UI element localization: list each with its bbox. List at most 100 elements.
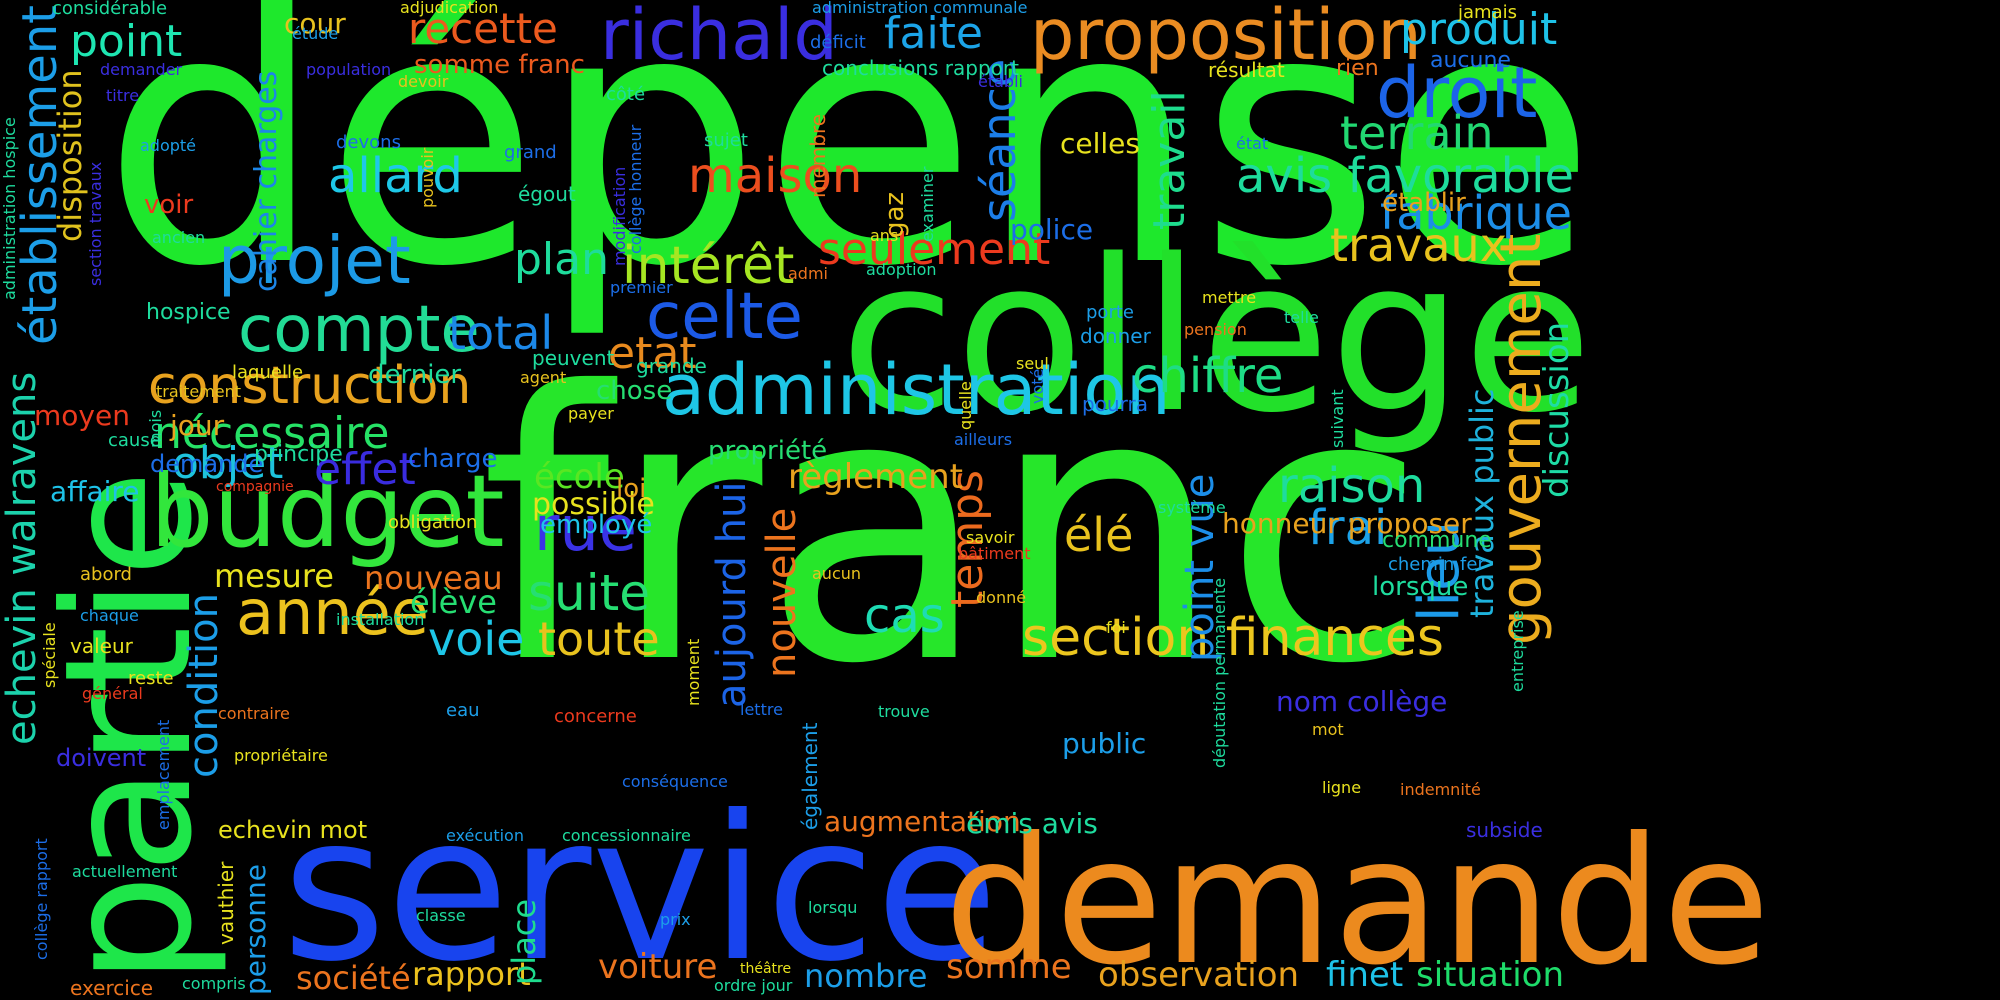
word-exercice: exercice [70, 976, 154, 1000]
word-lorsqu: lorsqu [808, 898, 858, 917]
word-etat-2: état [1236, 134, 1269, 153]
word-mesure: mesure [214, 557, 334, 595]
word-somme-franc: somme franc [414, 50, 585, 80]
word-ans: ans [870, 226, 899, 245]
word-reglement: règlement [788, 457, 964, 497]
word-suivant: suivant [1328, 389, 1347, 448]
word-plan: plan [514, 234, 610, 285]
word-college-rapport: collège rapport [32, 838, 51, 960]
word-eleve: élève [410, 583, 497, 621]
word-lettre: lettre [740, 700, 783, 719]
word-cas: cas [864, 588, 945, 644]
word-echevin-mot: echevin mot [218, 816, 368, 844]
word-compagnie: compagnie [216, 479, 294, 495]
word-batiment: bâtiment [958, 544, 1031, 563]
word-depense: dépense [102, 0, 1597, 343]
word-faite: faite [884, 8, 983, 59]
word-principe: principe [254, 442, 343, 467]
word-cause: cause [108, 430, 161, 451]
word-terrain: terrain [1340, 106, 1494, 160]
word-devons: devons [336, 132, 401, 153]
word-mot: mot [1312, 720, 1344, 739]
word-vauthier: vauthier [214, 861, 238, 945]
word-loi: loi [616, 474, 647, 504]
word-valeur: valeur [70, 634, 133, 658]
word-fabrique: fabrique [1380, 186, 1572, 240]
word-savoir: savoir [966, 528, 1015, 547]
word-aujourd-hui: aujourd hui [709, 481, 755, 708]
word-toute: toute [538, 612, 660, 666]
word-chose: chose [596, 376, 673, 406]
word-augmentation: augmentation [824, 805, 1021, 838]
word-produit: produit [1400, 4, 1558, 55]
word-cote: côté [606, 84, 646, 105]
word-egalement: également [798, 722, 822, 830]
word-etabli: établi [978, 72, 1023, 91]
word-quelle: quelle [956, 381, 975, 430]
word-theatre: théâtre [740, 961, 792, 977]
word-titre: titre [106, 86, 140, 105]
word-peuvent: peuvent [532, 346, 615, 370]
word-proprietaire: propriétaire [234, 746, 328, 765]
word-college-honneur: collège honneur [626, 124, 645, 254]
word-pension: pension [1184, 320, 1247, 339]
word-agent: agent [520, 368, 567, 387]
word-systeme: système [1158, 498, 1226, 517]
word-speciale: spéciale [40, 622, 59, 688]
word-prix: prix [660, 910, 691, 929]
word-sujet: sujet [704, 130, 748, 151]
word-aucun: aucun [812, 564, 862, 583]
word-raison: raison [1278, 458, 1426, 514]
word-trouve: trouve [878, 702, 930, 721]
word-administration-hospice: administration hospice [0, 117, 19, 300]
word-effet: effet [314, 444, 416, 495]
word-seulement: seulement [818, 224, 1051, 275]
word-jour: jour [170, 409, 225, 442]
word-allard: allard [328, 148, 463, 204]
word-frai: frai [1308, 500, 1388, 556]
word-lorsque: lorsque [1372, 572, 1469, 602]
word-objet: objet [172, 438, 284, 489]
word-societe: société [296, 959, 411, 997]
word-adoption: adoption [866, 260, 937, 279]
word-consequence: conséquence [622, 772, 728, 791]
word-entreprise: entreprise [1508, 610, 1527, 692]
word-donner: donner [1080, 324, 1151, 348]
word-projet: projet [218, 222, 411, 299]
word-celles: celles [1060, 127, 1140, 160]
word-eau: eau [446, 700, 480, 721]
word-somme: somme [946, 947, 1072, 987]
word-demande-2: demandé [150, 450, 264, 478]
word-pouvoir: pouvoir [418, 147, 437, 208]
word-cour: cour [284, 7, 346, 40]
word-rue: rue [534, 492, 637, 565]
word-avis-favorable: avis favorable [1236, 148, 1574, 204]
word-laquelle: laquelle [232, 362, 304, 383]
word-ele: élé [1064, 508, 1134, 562]
word-membre: membre [806, 113, 830, 198]
word-reste: reste [128, 668, 174, 689]
word-indemnite: indemnité [1400, 780, 1481, 799]
word-administration: administration [662, 349, 1171, 431]
word-voiture: voiture [598, 947, 718, 987]
word-obligation: obligation [388, 512, 478, 533]
word-observation: observation [1098, 955, 1300, 995]
word-donne: donné [976, 588, 1027, 607]
word-travaux-public: travaux public [1463, 388, 1501, 618]
word-gaz: gaz [880, 191, 910, 238]
word-voir: voir [144, 190, 194, 220]
word-general: général [82, 684, 143, 703]
word-adopte: adopté [140, 136, 197, 155]
word-mois: mois [146, 409, 165, 448]
word-ecole: école [534, 457, 625, 497]
word-examiner: examiner [918, 166, 937, 242]
word-situation: situation [1416, 955, 1565, 995]
word-place: place [505, 898, 543, 985]
word-proposition: proposition [1030, 0, 1422, 76]
word-charge: charge [408, 444, 498, 474]
word-maison: maison [688, 148, 863, 204]
word-possible: possible [532, 487, 655, 522]
word-dernier: dernier [368, 360, 462, 390]
word-nombre: nombre [804, 957, 928, 995]
